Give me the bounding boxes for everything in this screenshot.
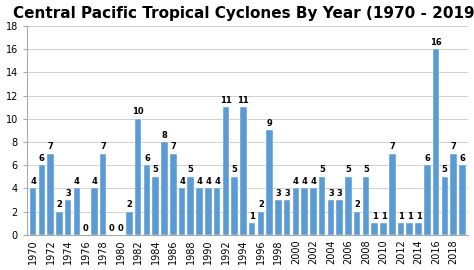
Text: 6: 6 xyxy=(424,154,430,163)
Bar xyxy=(205,188,211,235)
Title: Central Pacific Tropical Cyclones By Year (1970 - 2019): Central Pacific Tropical Cyclones By Yea… xyxy=(13,6,474,21)
Bar xyxy=(372,223,378,235)
Bar xyxy=(47,154,54,235)
Bar xyxy=(266,130,273,235)
Text: 4: 4 xyxy=(205,177,211,186)
Text: 0: 0 xyxy=(118,224,124,232)
Bar xyxy=(459,165,465,235)
Text: 8: 8 xyxy=(162,131,167,140)
Text: 4: 4 xyxy=(302,177,308,186)
Text: 5: 5 xyxy=(188,166,194,174)
Text: 3: 3 xyxy=(65,189,71,198)
Text: 6: 6 xyxy=(144,154,150,163)
Text: 4: 4 xyxy=(91,177,97,186)
Text: 7: 7 xyxy=(100,142,106,151)
Bar xyxy=(170,154,176,235)
Text: 4: 4 xyxy=(197,177,202,186)
Bar xyxy=(179,188,185,235)
Bar xyxy=(30,188,36,235)
Text: 11: 11 xyxy=(237,96,249,105)
Text: 7: 7 xyxy=(451,142,456,151)
Bar xyxy=(100,154,107,235)
Text: 4: 4 xyxy=(74,177,80,186)
Bar xyxy=(301,188,308,235)
Text: 4: 4 xyxy=(214,177,220,186)
Text: 7: 7 xyxy=(48,142,54,151)
Bar xyxy=(188,177,194,235)
Bar xyxy=(354,212,361,235)
Bar xyxy=(450,154,457,235)
Bar xyxy=(328,200,334,235)
Text: 9: 9 xyxy=(267,119,273,128)
Text: 3: 3 xyxy=(328,189,334,198)
Text: 4: 4 xyxy=(310,177,316,186)
Text: 2: 2 xyxy=(127,200,132,209)
Text: 1: 1 xyxy=(416,212,421,221)
Text: 2: 2 xyxy=(354,200,360,209)
Text: 0: 0 xyxy=(109,224,115,232)
Text: 5: 5 xyxy=(232,166,237,174)
Text: 6: 6 xyxy=(459,154,465,163)
Bar xyxy=(292,188,299,235)
Bar xyxy=(56,212,63,235)
Bar xyxy=(275,200,282,235)
Bar xyxy=(380,223,387,235)
Bar xyxy=(433,49,439,235)
Text: 16: 16 xyxy=(430,38,442,47)
Bar xyxy=(398,223,404,235)
Text: 4: 4 xyxy=(179,177,185,186)
Bar xyxy=(363,177,369,235)
Text: 1: 1 xyxy=(398,212,404,221)
Text: 7: 7 xyxy=(170,142,176,151)
Text: 4: 4 xyxy=(293,177,299,186)
Bar xyxy=(161,142,168,235)
Bar xyxy=(345,177,352,235)
Text: 4: 4 xyxy=(30,177,36,186)
Bar xyxy=(310,188,317,235)
Bar xyxy=(222,107,229,235)
Bar xyxy=(424,165,430,235)
Bar xyxy=(91,188,98,235)
Text: 10: 10 xyxy=(132,107,144,116)
Bar xyxy=(337,200,343,235)
Bar xyxy=(249,223,255,235)
Text: 5: 5 xyxy=(319,166,325,174)
Text: 1: 1 xyxy=(249,212,255,221)
Bar xyxy=(144,165,150,235)
Bar xyxy=(126,212,133,235)
Text: 6: 6 xyxy=(39,154,45,163)
Text: 1: 1 xyxy=(407,212,413,221)
Text: 5: 5 xyxy=(153,166,159,174)
Text: 2: 2 xyxy=(56,200,62,209)
Text: 5: 5 xyxy=(442,166,448,174)
Bar xyxy=(214,188,220,235)
Text: 2: 2 xyxy=(258,200,264,209)
Bar xyxy=(65,200,72,235)
Text: 11: 11 xyxy=(220,96,232,105)
Bar xyxy=(257,212,264,235)
Text: 1: 1 xyxy=(381,212,386,221)
Bar xyxy=(135,119,142,235)
Bar xyxy=(196,188,203,235)
Text: 1: 1 xyxy=(372,212,378,221)
Text: 3: 3 xyxy=(284,189,290,198)
Bar xyxy=(407,223,413,235)
Bar xyxy=(415,223,422,235)
Text: 3: 3 xyxy=(337,189,343,198)
Bar xyxy=(389,154,395,235)
Bar xyxy=(284,200,291,235)
Bar xyxy=(38,165,45,235)
Bar xyxy=(319,177,326,235)
Text: 5: 5 xyxy=(363,166,369,174)
Bar xyxy=(153,177,159,235)
Text: 5: 5 xyxy=(346,166,351,174)
Text: 0: 0 xyxy=(83,224,89,232)
Bar xyxy=(231,177,238,235)
Bar xyxy=(73,188,80,235)
Text: 7: 7 xyxy=(389,142,395,151)
Bar xyxy=(240,107,246,235)
Bar xyxy=(441,177,448,235)
Text: 3: 3 xyxy=(275,189,281,198)
